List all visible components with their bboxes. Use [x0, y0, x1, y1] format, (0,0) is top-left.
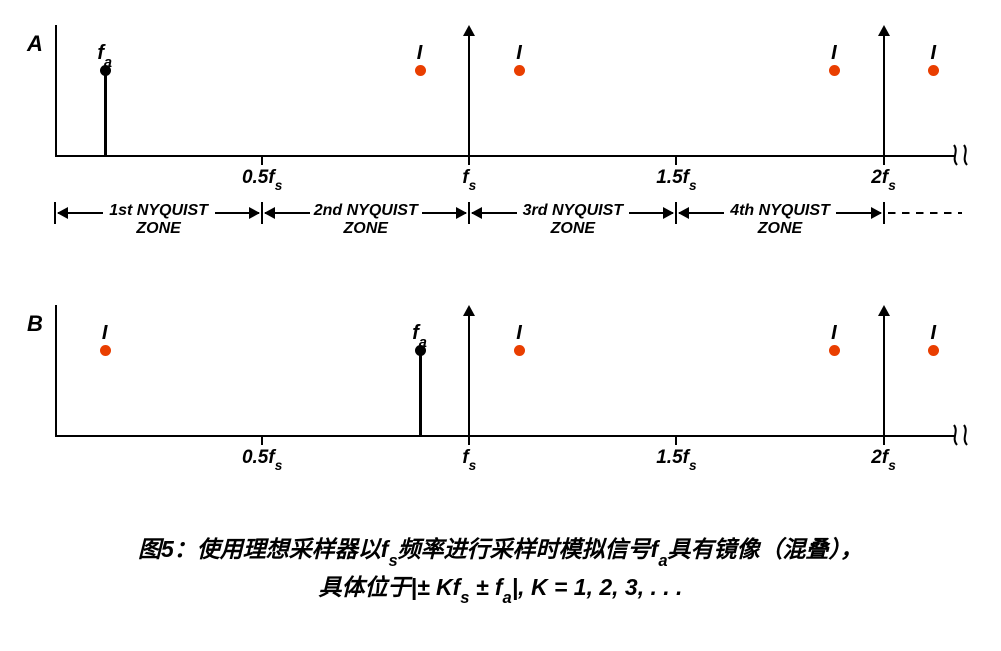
- axis-break-icon: [951, 422, 979, 448]
- x-tick: [883, 155, 885, 165]
- stem-label: I: [816, 42, 852, 65]
- stem-label: I: [501, 322, 537, 345]
- x-tick: [675, 435, 677, 445]
- sampling-arrow: [468, 35, 470, 155]
- figure-caption: 图5：使用理想采样器以fs频率进行采样时模拟信号fa具有镜像（混叠），具体位于|…: [0, 530, 1001, 605]
- stem-label: I: [87, 322, 123, 345]
- stem-label: I: [501, 42, 537, 65]
- x-tick-label: 1.5fs: [636, 447, 716, 471]
- x-tick: [261, 155, 263, 165]
- zone-separator: [261, 202, 263, 224]
- nyquist-zone-band: 1st NYQUISTZONE2nd NYQUISTZONE3rd NYQUIS…: [55, 200, 955, 270]
- sampling-arrow: [468, 315, 470, 435]
- stem-label: fa: [402, 322, 438, 348]
- zone-separator: [468, 202, 470, 224]
- zone-trailing-dash: [888, 212, 963, 214]
- panel-A: AfaIIII0.5fsfs1.5fs2fs: [55, 25, 955, 165]
- axis-break-icon: [951, 142, 979, 168]
- y-axis: [55, 305, 57, 435]
- stem-label: I: [915, 42, 951, 65]
- stem-label: fa: [87, 42, 123, 68]
- zone-label: 4th NYQUISTZONE: [680, 202, 879, 239]
- image-stem: [833, 70, 836, 155]
- image-stem: [833, 350, 836, 435]
- zone-label: 3rd NYQUISTZONE: [473, 202, 672, 239]
- zone-label: 2nd NYQUISTZONE: [266, 202, 465, 239]
- stem-label: I: [816, 322, 852, 345]
- x-axis: [55, 435, 955, 437]
- x-tick: [883, 435, 885, 445]
- y-axis: [55, 25, 57, 155]
- x-tick-label: 2fs: [844, 447, 924, 471]
- zone-separator: [675, 202, 677, 224]
- image-stem: [419, 70, 422, 155]
- stem-label: I: [915, 322, 951, 345]
- sampling-arrow: [883, 315, 885, 435]
- stem-label: I: [402, 42, 438, 65]
- image-stem: [932, 350, 935, 435]
- figure-root: Afa I I I I 0.5fs fs 1.5fs 2fs B Ifa I I I 0.5fs fs 1.5f…: [0, 0, 1001, 651]
- panel-letter: A: [27, 31, 43, 57]
- x-tick: [261, 435, 263, 445]
- image-stem: [518, 350, 521, 435]
- x-tick-label: fs: [429, 167, 509, 191]
- image-stem: [518, 70, 521, 155]
- image-stem: [932, 70, 935, 155]
- x-axis: [55, 155, 955, 157]
- panel-letter: B: [27, 311, 43, 337]
- x-tick-label: fs: [429, 447, 509, 471]
- image-stem: [104, 350, 107, 435]
- x-tick-label: 2fs: [844, 167, 924, 191]
- x-tick: [468, 155, 470, 165]
- x-tick: [468, 435, 470, 445]
- signal-stem: [104, 70, 107, 155]
- signal-stem: [419, 350, 422, 435]
- x-tick: [675, 155, 677, 165]
- zone-label: 1st NYQUISTZONE: [59, 202, 258, 239]
- sampling-arrow: [883, 35, 885, 155]
- x-tick-label: 0.5fs: [222, 447, 302, 471]
- panel-B: BIfaIII0.5fsfs1.5fs2fs: [55, 305, 955, 445]
- zone-separator: [54, 202, 56, 224]
- x-tick-label: 0.5fs: [222, 167, 302, 191]
- x-tick-label: 1.5fs: [636, 167, 716, 191]
- zone-separator: [883, 202, 885, 224]
